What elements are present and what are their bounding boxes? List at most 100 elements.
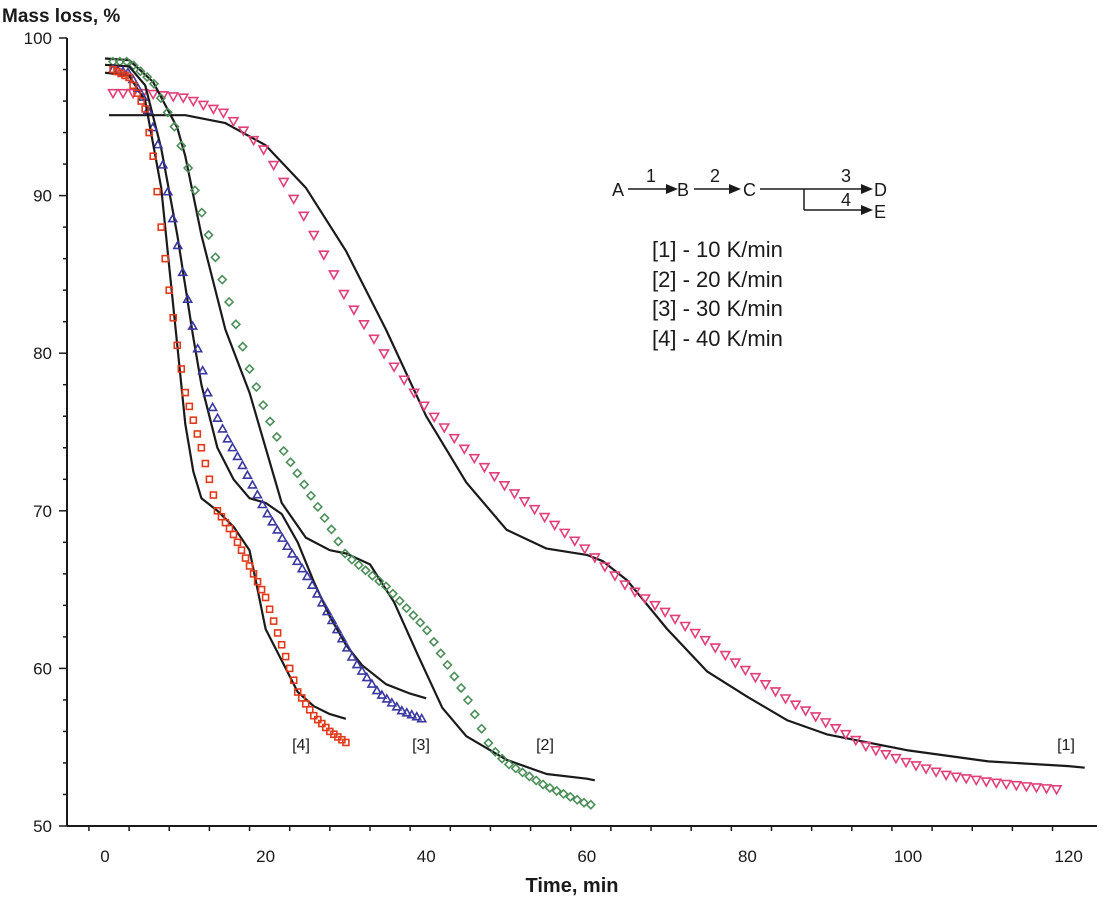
data-point-1 [257,145,270,156]
data-point-4 [189,416,198,424]
data-point-3 [187,320,199,330]
data-point-3 [291,555,303,566]
data-point-4 [257,585,266,594]
data-point-2 [401,603,412,614]
data-point-1 [880,749,892,761]
data-point-3 [172,239,184,250]
data-point-1 [910,761,922,772]
data-point-4 [125,73,133,82]
data-point-2 [469,709,480,720]
legend: [1] - 10 K/min [2] - 20 K/min [3] - 30 K… [652,237,783,351]
curve-labels: [1] [2] [3] [4] [292,737,1075,754]
data-point-2 [333,536,344,547]
data-point-1 [890,753,902,765]
data-point-2 [203,229,214,241]
data-point-3 [162,186,174,196]
data-point-3 [281,540,293,551]
data-point-1 [1010,780,1023,792]
y-tick-label: 60 [33,659,52,678]
data-point-2 [428,636,439,648]
data-point-3 [202,387,214,397]
data-point-1 [659,607,671,619]
y-tick-label: 90 [33,187,52,206]
data-point-4 [201,459,210,468]
data-point-3 [371,684,383,695]
x-ticks: 0 20 40 60 80 100 120 [88,826,1083,866]
data-point-3 [247,479,258,489]
data-point-4 [129,81,137,90]
data-point-2 [537,779,549,790]
data-point-2 [353,559,364,571]
data-point-2 [490,746,501,758]
data-point-4 [185,402,194,411]
data-point-2 [435,648,446,659]
data-point-4 [301,700,310,708]
data-point-4 [309,711,318,720]
data-point-3 [217,423,228,433]
data-point-4 [169,313,178,322]
data-point-3 [316,597,328,607]
data-point-1 [749,672,762,684]
data-point-2 [394,595,405,607]
data-point-2 [408,610,419,621]
data-point-3 [346,651,358,661]
data-point-1 [307,230,320,242]
data-point-4 [145,128,153,137]
data-point-1 [900,757,912,769]
scheme-arrowhead-2 [729,184,741,194]
data-point-4 [313,715,322,724]
data-point-3 [271,524,283,534]
data-point-3 [261,508,273,518]
x-tick-label: 20 [256,847,275,866]
data-point-2 [210,252,221,263]
y-ticks: 50 60 70 80 90 100 [24,29,67,836]
data-point-2 [176,140,187,151]
data-point-3 [311,588,323,598]
data-point-2 [510,763,521,774]
data-point-4 [205,475,214,484]
data-point-2 [217,274,228,285]
data-point-4 [233,538,242,547]
data-point-3 [212,412,223,422]
data-point-1 [528,504,541,516]
scheme-node-d: D [874,180,887,200]
y-tick-label: 100 [24,29,52,48]
model-curve-4 [104,71,347,720]
data-point-1 [719,650,732,662]
data-point-2 [312,501,323,512]
data-point-2 [196,207,207,218]
data-point-3 [326,614,338,625]
data-point-2 [244,363,255,375]
data-point-1 [548,520,561,532]
data-point-4 [157,223,166,231]
x-tick-label: 100 [894,847,922,866]
data-point-4 [289,676,298,685]
data-point-3 [386,697,398,707]
data-point-3 [376,689,388,699]
data-point-4 [137,97,145,105]
data-point-3 [257,498,268,509]
data-point-1 [358,319,370,331]
data-point-1 [930,767,942,778]
data-point-4 [149,152,157,160]
data-point-2 [449,671,460,682]
data-point-3 [321,605,333,616]
data-point-3 [396,705,408,715]
data-point-4 [117,69,125,78]
data-point-3 [366,678,378,688]
data-point-3 [252,489,263,499]
data-point-4 [109,65,117,74]
data-point-2 [223,296,235,308]
data-point-3 [286,548,298,558]
data-point-4 [181,388,190,397]
data-point-3 [207,401,218,412]
y-tick-label: 50 [33,817,52,836]
data-point-1 [368,334,380,345]
scheme-step-3: 3 [841,166,851,186]
data-point-1 [267,160,280,172]
model-curve-1 [109,114,1085,769]
data-point-1 [338,289,350,301]
legend-entry-1: [1] - 10 K/min [652,237,783,262]
data-point-1 [1040,784,1053,795]
data-point-2 [421,625,433,636]
